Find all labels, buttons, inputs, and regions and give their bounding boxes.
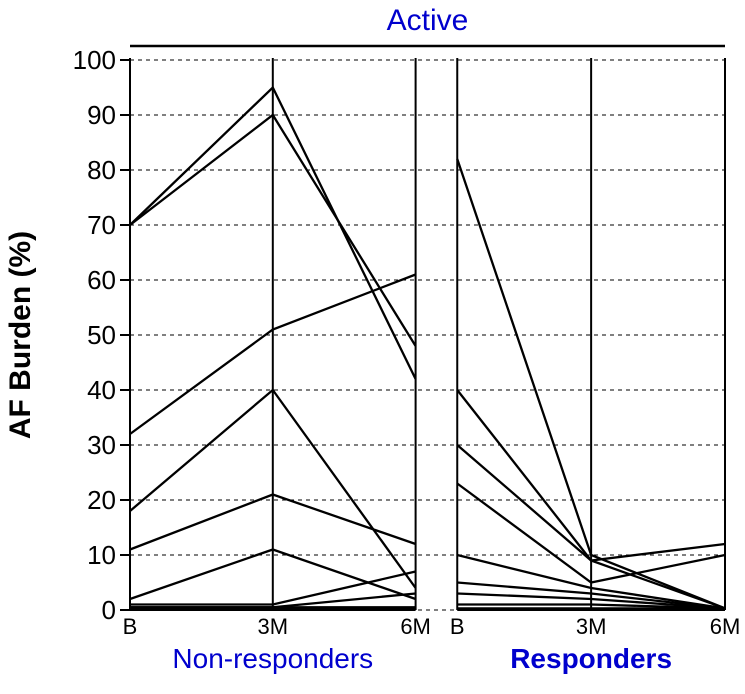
y-tick-label: 50 (87, 320, 116, 350)
x-tick-label: 3M (576, 614, 607, 639)
y-tick-label: 100 (73, 45, 116, 75)
x-tick-label: 3M (258, 614, 289, 639)
chart-title: Active (387, 4, 469, 37)
y-axis-label: AF Burden (%) (4, 231, 37, 439)
y-tick-label: 60 (87, 265, 116, 295)
x-tick-label: B (123, 614, 138, 639)
y-tick-label: 80 (87, 155, 116, 185)
panel-label-responders: Responders (510, 643, 672, 674)
y-tick-label: 20 (87, 485, 116, 515)
chart-svg: Active AF Burden (%) 0 10 20 30 40 50 60 70 80 90 10… (0, 0, 745, 694)
y-tick-label: 0 (102, 595, 116, 625)
af-burden-chart: Active AF Burden (%) 0 10 20 30 40 50 60 70 80 90 10… (0, 0, 745, 694)
x-tick-label: 6M (400, 614, 431, 639)
x-tick-label: B (450, 614, 465, 639)
x-tick-label: 6M (710, 614, 741, 639)
y-tick-label: 10 (87, 540, 116, 570)
y-tick-label: 90 (87, 100, 116, 130)
panel-label-non_responders: Non-responders (172, 643, 373, 674)
y-tick-label: 30 (87, 430, 116, 460)
y-tick-label: 70 (87, 210, 116, 240)
y-tick-label: 40 (87, 375, 116, 405)
